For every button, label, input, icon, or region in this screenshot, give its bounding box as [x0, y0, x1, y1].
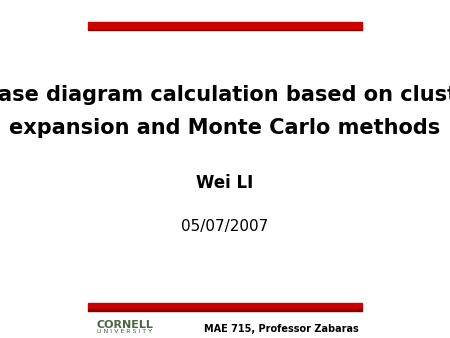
Text: expansion and Monte Carlo methods: expansion and Monte Carlo methods — [9, 118, 441, 139]
Text: CORNELL: CORNELL — [97, 320, 153, 330]
Bar — [88, 303, 362, 309]
Text: 05/07/2007: 05/07/2007 — [181, 219, 269, 234]
Bar — [88, 28, 362, 30]
Text: U N I V E R S I T Y: U N I V E R S I T Y — [97, 330, 152, 334]
Text: MAE 715, Professor Zabaras: MAE 715, Professor Zabaras — [204, 323, 359, 334]
Bar — [88, 22, 362, 28]
Text: Wei LI: Wei LI — [196, 173, 254, 192]
Text: Phase diagram calculation based on cluster: Phase diagram calculation based on clust… — [0, 84, 450, 105]
Bar — [88, 309, 362, 311]
